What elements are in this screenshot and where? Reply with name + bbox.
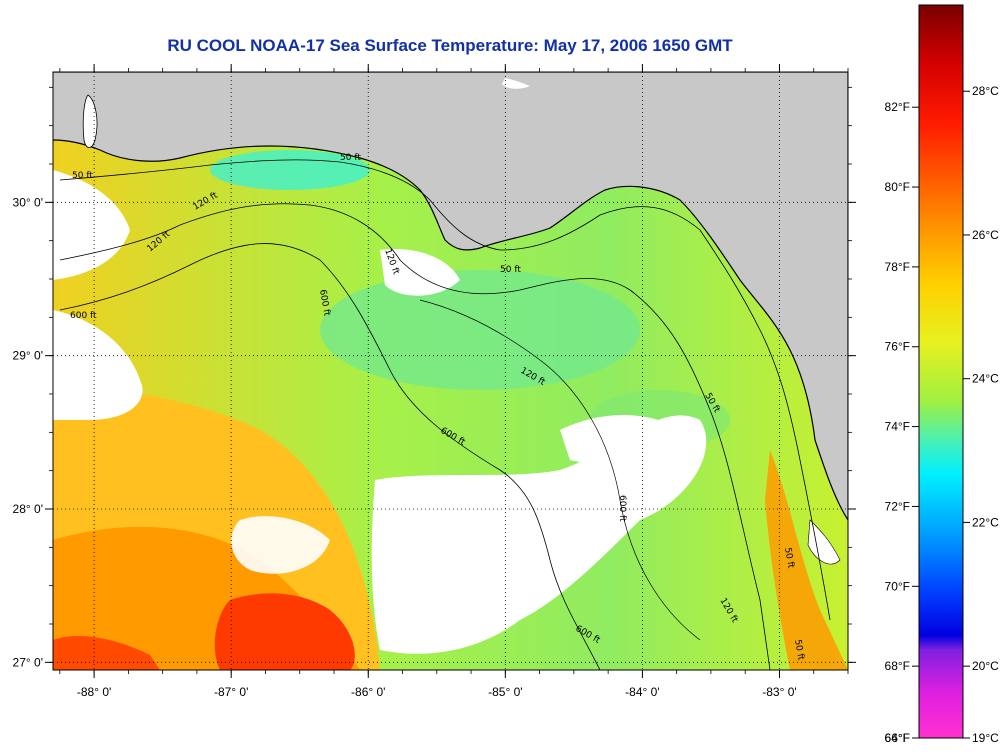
- contour-label: 50 ft: [792, 639, 806, 662]
- colorbar-c-label: 19°C: [972, 731, 999, 745]
- hot-water-patch: [214, 593, 355, 670]
- contour-50ft: [59, 159, 831, 621]
- cool-water-region: [320, 270, 640, 390]
- y-axis-labels: 30° 0' 29° 0' 28° 0' 27° 0': [13, 195, 43, 669]
- contour-120ft-inner: [419, 299, 701, 641]
- coastal-warm-strip: [765, 450, 848, 670]
- contour-label: 50 ft: [500, 265, 521, 275]
- colorbar-f-label: 80°F: [885, 180, 910, 194]
- contour-label: 600 ft: [70, 311, 97, 321]
- graticule: [53, 72, 848, 670]
- cloud-region-coast: [53, 170, 130, 280]
- y-tick-label: 30° 0': [13, 195, 43, 209]
- colorbar-c-label: 24°C: [972, 372, 999, 386]
- x-tick-label: -87° 0': [214, 685, 248, 699]
- contour-120ft: [59, 203, 771, 670]
- colorbar-c-label: 26°C: [972, 228, 999, 242]
- coastline: [53, 72, 848, 522]
- colorbar-f-label: 64°F: [885, 731, 910, 745]
- y-tick-label: 29° 0': [13, 349, 43, 363]
- colorbar-f-label: 78°F: [885, 260, 910, 274]
- x-tick-label: -83° 0': [762, 685, 796, 699]
- x-tick-label: -85° 0': [488, 685, 522, 699]
- cloud-region-central: [371, 415, 707, 654]
- map-frame: [52, 71, 849, 671]
- cloud-patch: [231, 516, 330, 574]
- colorbar-f-label: 72°F: [885, 499, 910, 513]
- inland-lake: [502, 78, 530, 89]
- colorbar-frame: [918, 4, 964, 739]
- cloud-region-west: [53, 310, 143, 420]
- colorbar-f-label: 66°F: [885, 731, 910, 745]
- x-tick-label: -86° 0': [351, 685, 385, 699]
- y-tick-label: 27° 0': [13, 655, 43, 669]
- contour-label: 50 ft: [782, 547, 796, 570]
- contour-label: 600 ft: [617, 495, 627, 522]
- contour-label: 600 ft: [317, 289, 332, 317]
- colorbar-f-label: 70°F: [885, 579, 910, 593]
- coastal-cool-water: [210, 150, 370, 190]
- bay-inlet: [82, 94, 98, 148]
- contour-600ft: [59, 243, 601, 670]
- colorbar-celsius-labels: 28°C 26°C 24°C 22°C 20°C 19°C: [963, 84, 999, 745]
- colorbar-fahrenheit-labels: 82°F 80°F 78°F 76°F 74°F 72°F 70°F 68°F 66°F64°F: [885, 100, 919, 745]
- colorbar-f-label: 68°F: [885, 659, 910, 673]
- map-ticks: [45, 64, 856, 678]
- contour-label: 50 ft: [340, 153, 361, 163]
- colorbar-f-label: 74°F: [885, 420, 910, 434]
- y-tick-label: 28° 0': [13, 502, 43, 516]
- hot-water-patch-west: [53, 635, 160, 670]
- colorbar-c-label: 20°C: [972, 659, 999, 673]
- colorbar-c-label: 28°C: [972, 84, 999, 98]
- x-tick-label: -88° 0': [77, 685, 111, 699]
- colorbar: [919, 5, 963, 738]
- map-title: RU COOL NOAA-17 Sea Surface Temperature:…: [167, 36, 733, 55]
- colorbar-c-label: 22°C: [972, 515, 999, 529]
- cloud-region-east: [560, 415, 680, 464]
- land-mass: [53, 72, 848, 520]
- x-axis-labels: -88° 0' -87° 0' -86° 0' -85° 0' -84° 0' -83° …: [77, 685, 797, 699]
- colorbar-f-label: 76°F: [885, 340, 910, 354]
- cloud-patch-north: [380, 249, 460, 296]
- contour-label: 50 ft: [72, 171, 93, 181]
- x-tick-label: -84° 0': [625, 685, 659, 699]
- tampa-bay: [807, 519, 841, 565]
- colorbar-f-label: 82°F: [885, 100, 910, 114]
